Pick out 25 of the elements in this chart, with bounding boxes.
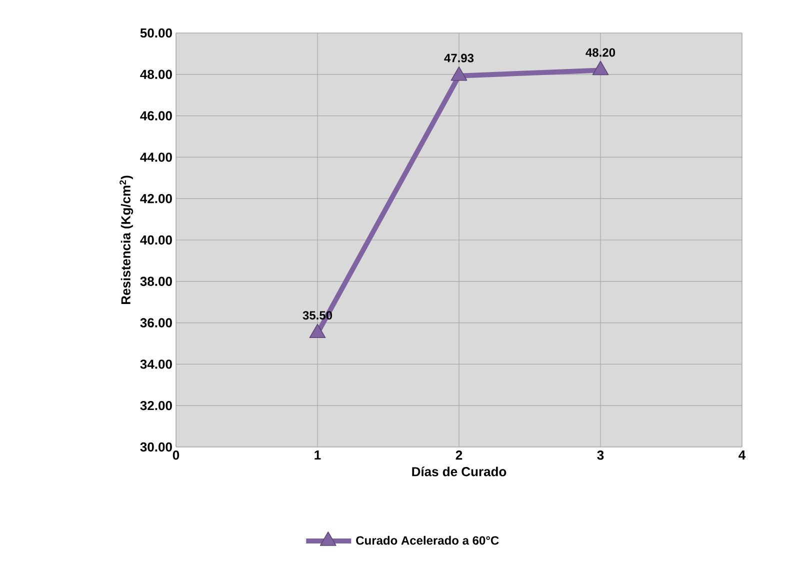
y-tick-label: 46.00 [140,111,172,120]
y-tick-label: 32.00 [140,400,172,410]
point [592,60,609,76]
data-label: 47.93 [444,54,474,62]
data-label: 35.50 [302,311,332,320]
y-tick-label: 48.00 [140,70,172,79]
point [309,324,326,338]
legend-label: Curado Acelerado a 60°C [356,536,499,545]
y-tick-label: 30.00 [140,442,172,452]
y-tick-label: 34.00 [140,360,172,369]
y-tick-label: 42.00 [140,194,172,204]
y-tick-label: 40.00 [140,235,172,245]
x-tick-label: 4 [738,450,746,460]
point [450,66,468,81]
x-tick-label: 3 [597,450,604,460]
x-tick-label: 0 [172,450,180,460]
y-axis-title: Resistencia (Kg/cm$^{2}$) [120,176,134,304]
x-axis-title: Días de Curado [412,466,506,476]
data-label: 48.20 [586,48,616,57]
x-tick-label: 1 [314,450,321,460]
y-tick-label: 44.00 [140,152,172,162]
x-tick-label: 2 [456,450,462,460]
y-tick-label: 50.00 [140,28,172,38]
y-tick-label: 38.00 [140,276,172,286]
y-tick-label: 36.00 [140,318,172,328]
